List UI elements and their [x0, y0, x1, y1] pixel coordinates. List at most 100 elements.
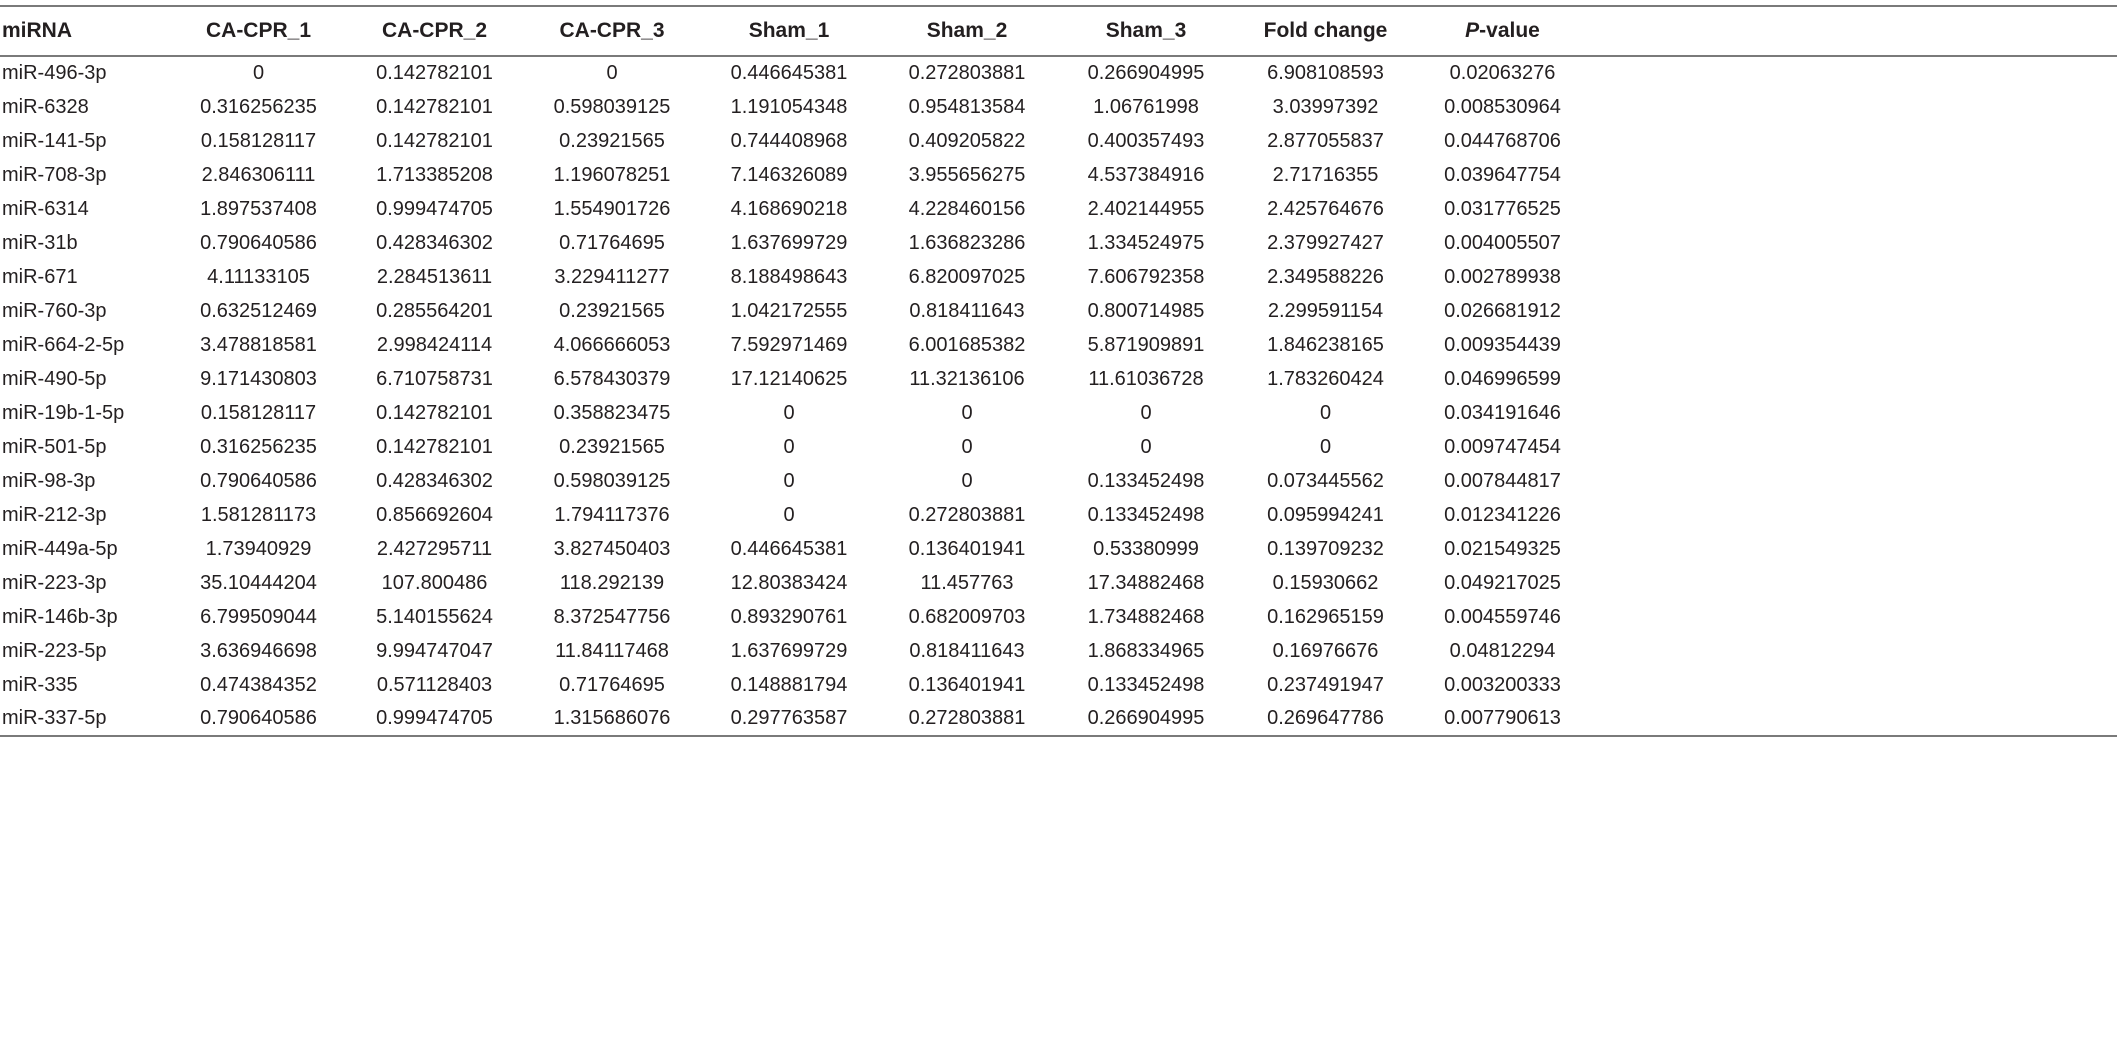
cell-spacer — [1590, 498, 2117, 532]
cell-ca-cpr-2: 0.142782101 — [376, 95, 493, 118]
cell-spacer — [1590, 226, 2117, 260]
cell-sham-3: 0.133452498 — [1087, 673, 1205, 696]
cell-sham-2: 1.636823286 — [908, 231, 1026, 254]
cell-ca-cpr-1: 0.316256235 — [200, 435, 317, 458]
cell-ca-cpr-1: 6.799509044 — [200, 605, 317, 628]
cell-ca-cpr-3: 0.358823475 — [553, 401, 671, 424]
table-row: miR-223-3p 35.10444204 107.800486 118.29213… — [0, 566, 2117, 600]
cell-p-value: 0.044768706 — [1444, 129, 1561, 152]
cell-spacer — [1590, 396, 2117, 430]
cell-ca-cpr-2: 2.284513611 — [376, 265, 493, 288]
cell-spacer — [1590, 328, 2117, 362]
cell-fold-change: 0.073445562 — [1267, 469, 1384, 492]
cell-p-value: 0.007790613 — [1415, 702, 1590, 737]
cell-fold-change: 0.269647786 — [1236, 702, 1415, 737]
table-row: miR-141-5p 0.158128117 0.142782101 0.239215… — [0, 124, 2117, 158]
cell-spacer — [1590, 124, 2117, 158]
cell-p-value: 0.004005507 — [1444, 231, 1561, 254]
cell-sham-1: 0.446645381 — [730, 62, 848, 84]
cell-ca-cpr-2: 0.142782101 — [376, 129, 493, 152]
mirna-table-container: miRNA CA-CPR_1 CA-CPR_2 CA-CPR_3 Sham_1 … — [0, 5, 2117, 737]
cell-sham-2: 0.818411643 — [909, 299, 1025, 322]
cell-p-value: 0.004559746 — [1444, 605, 1561, 628]
cell-ca-cpr-3: 0.71764695 — [559, 231, 665, 254]
cell-mirna: miR-98-3p — [2, 469, 96, 492]
cell-spacer — [1590, 702, 2117, 737]
cell-sham-1: 0 — [783, 469, 795, 492]
header-sham-2: Sham_2 — [878, 5, 1056, 57]
table-header-row: miRNA CA-CPR_1 CA-CPR_2 CA-CPR_3 Sham_1 … — [0, 5, 2117, 57]
cell-mirna: miR-6328 — [2, 95, 89, 118]
table-row: miR-496-3p 0 0.142782101 0 0.446645381 0.2728… — [0, 56, 2117, 90]
cell-sham-2: 11.32136106 — [909, 367, 1025, 390]
table-row: miR-6328 0.316256235 0.142782101 0.59803912… — [0, 90, 2117, 124]
cell-sham-1: 0.744408968 — [730, 129, 848, 152]
header-mirna: miRNA — [0, 5, 172, 57]
cell-spacer — [1590, 90, 2117, 124]
cell-sham-3: 0.266904995 — [1087, 62, 1205, 84]
cell-fold-change: 0.139709232 — [1267, 537, 1384, 560]
cell-ca-cpr-3: 0.23921565 — [559, 435, 665, 458]
cell-sham-3: 1.06761998 — [1093, 95, 1199, 118]
cell-sham-3: 0 — [1140, 435, 1152, 458]
cell-sham-2: 0.409205822 — [908, 129, 1026, 152]
cell-sham-3: 1.334524975 — [1087, 231, 1205, 254]
cell-p-value: 0.012341226 — [1444, 503, 1561, 526]
cell-ca-cpr-1: 3.478818581 — [200, 333, 317, 356]
cell-mirna: miR-671 — [2, 265, 78, 288]
cell-sham-2: 11.457763 — [920, 571, 1014, 594]
cell-sham-1: 0 — [783, 503, 795, 526]
header-sham-1: Sham_1 — [700, 5, 878, 57]
cell-spacer — [1590, 362, 2117, 396]
cell-spacer — [1590, 260, 2117, 294]
cell-ca-cpr-1: 0.790640586 — [172, 702, 345, 737]
table-row: miR-760-3p 0.632512469 0.285564201 0.239215… — [0, 294, 2117, 328]
cell-mirna: miR-335 — [2, 673, 78, 696]
cell-ca-cpr-1: 0.316256235 — [200, 95, 317, 118]
header-p-letter: P — [1465, 19, 1480, 42]
cell-ca-cpr-1: 9.171430803 — [200, 367, 317, 390]
cell-ca-cpr-3: 0.23921565 — [559, 299, 665, 322]
table-row: miR-223-5p 3.636946698 9.994747047 11.84117… — [0, 634, 2117, 668]
cell-fold-change: 0.095994241 — [1267, 503, 1384, 526]
cell-p-value: 0.039647754 — [1444, 163, 1561, 186]
cell-mirna: miR-212-3p — [2, 503, 107, 526]
table-row: miR-501-5p 0.316256235 0.142782101 0.239215… — [0, 430, 2117, 464]
cell-p-value: 0.031776525 — [1444, 197, 1561, 220]
cell-sham-2: 4.228460156 — [908, 197, 1026, 220]
cell-sham-1: 8.188498643 — [730, 265, 848, 288]
cell-ca-cpr-1: 0.632512469 — [200, 299, 317, 322]
cell-sham-2: 0.136401941 — [908, 537, 1026, 560]
cell-ca-cpr-3: 8.372547756 — [553, 605, 671, 628]
cell-sham-3: 4.537384916 — [1087, 163, 1205, 186]
cell-ca-cpr-1: 4.11133105 — [207, 265, 310, 288]
cell-ca-cpr-1: 2.846306111 — [201, 163, 316, 186]
cell-sham-2: 0 — [961, 469, 973, 492]
cell-ca-cpr-2: 0.999474705 — [376, 197, 493, 220]
cell-mirna: miR-664-2-5p — [2, 333, 125, 356]
cell-sham-2: 3.955656275 — [908, 163, 1026, 186]
cell-ca-cpr-1: 1.897537408 — [200, 197, 317, 220]
cell-sham-3: 0.266904995 — [1056, 702, 1236, 737]
cell-ca-cpr-3: 3.229411277 — [554, 265, 670, 288]
header-ca-cpr-2: CA-CPR_2 — [345, 5, 524, 57]
cell-mirna: miR-146b-3p — [2, 605, 118, 628]
cell-mirna: miR-760-3p — [2, 299, 107, 322]
cell-p-value: 0.003200333 — [1444, 673, 1561, 696]
cell-spacer — [1590, 158, 2117, 192]
cell-ca-cpr-1: 1.581281173 — [200, 503, 317, 526]
cell-sham-1: 7.146326089 — [730, 163, 848, 186]
cell-ca-cpr-3: 118.292139 — [559, 571, 665, 594]
cell-ca-cpr-3: 11.84117468 — [555, 639, 669, 662]
cell-sham-1: 0.446645381 — [730, 537, 848, 560]
cell-sham-2: 6.820097025 — [908, 265, 1026, 288]
header-spacer — [1590, 5, 2117, 57]
cell-fold-change: 2.299591154 — [1267, 299, 1384, 322]
cell-ca-cpr-3: 1.554901726 — [553, 197, 671, 220]
cell-sham-3: 0.400357493 — [1087, 129, 1205, 152]
cell-fold-change: 1.846238165 — [1267, 333, 1384, 356]
table-row: miR-6314 1.897537408 0.999474705 1.55490172… — [0, 192, 2117, 226]
cell-sham-3: 0.133452498 — [1087, 503, 1205, 526]
cell-sham-2: 0.682009703 — [908, 605, 1026, 628]
table-row: miR-31b 0.790640586 0.428346302 0.71764695 1… — [0, 226, 2117, 260]
